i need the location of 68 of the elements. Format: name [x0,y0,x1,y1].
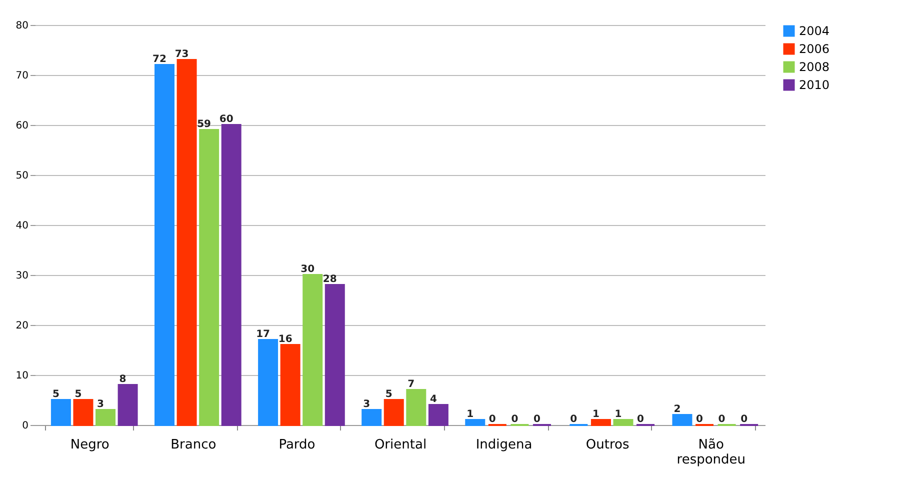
data-label: 73 [174,49,189,60]
data-label: 59 [197,119,212,130]
y-tick-label: 80 [16,20,28,32]
data-label: 0 [718,414,726,425]
data-label: 72 [152,54,166,65]
y-tick-label: 70 [16,70,28,82]
bar [50,399,71,426]
bar [428,404,448,426]
data-label: 28 [322,274,337,285]
legend-label: 2010 [799,78,830,92]
x-tick-label: Pardo [278,438,316,452]
x-tick-label: Outros [586,438,630,452]
data-label: 3 [97,399,104,410]
data-label: 7 [408,379,415,390]
data-label: 0 [696,414,704,425]
bar [96,409,116,426]
data-label: 1 [592,409,600,420]
data-label: 5 [385,389,392,400]
data-label: 0 [740,414,748,425]
data-label: 16 [278,334,292,345]
bar [176,59,197,426]
data-label: 2 [674,404,681,415]
y-tick-label: 50 [16,170,28,182]
x-tick-label: Oriental [374,438,427,452]
data-label: 0 [637,414,644,425]
y-tick-label: 10 [16,370,28,382]
bar [384,399,404,426]
data-label: 5 [74,389,82,400]
bar [199,129,220,426]
bar [613,419,634,426]
y-tick-label: 60 [16,120,28,132]
bar [73,399,94,426]
data-label: 1 [614,409,622,420]
bar [362,409,382,426]
y-tick-label: 40 [16,220,28,232]
data-label: 17 [256,329,270,340]
legend-label: 2008 [799,60,830,74]
data-label: 1 [466,409,474,420]
x-tick-label: Branco [170,438,216,452]
x-tick-label: Negro [70,438,110,452]
data-label: 4 [430,394,437,405]
data-label: 30 [300,264,315,275]
x-tick-label: Indigena [476,438,532,452]
y-tick-label: 20 [16,320,28,332]
bar [221,124,242,426]
bar [302,274,323,426]
bar [258,339,278,426]
bar [280,344,300,426]
data-label: 0 [533,414,540,425]
y-tick-label: 0 [22,420,28,432]
legend-label: 2006 [799,42,830,56]
y-tick-label: 30 [16,270,28,282]
data-label: 3 [363,399,370,410]
bar [324,284,345,426]
data-label: 5 [52,389,60,400]
bar [154,64,174,426]
x-tick-label: Não respondeu [676,438,746,468]
bar [465,419,486,426]
legend-label: 2004 [799,24,830,38]
data-label: 0 [488,414,496,425]
bar [406,389,426,426]
bar [672,414,692,426]
bar [590,419,611,426]
data-label: 8 [119,374,126,385]
data-label: 0 [570,414,578,425]
bar [118,384,138,426]
data-label: 60 [219,114,234,125]
data-label: 0 [511,414,518,425]
